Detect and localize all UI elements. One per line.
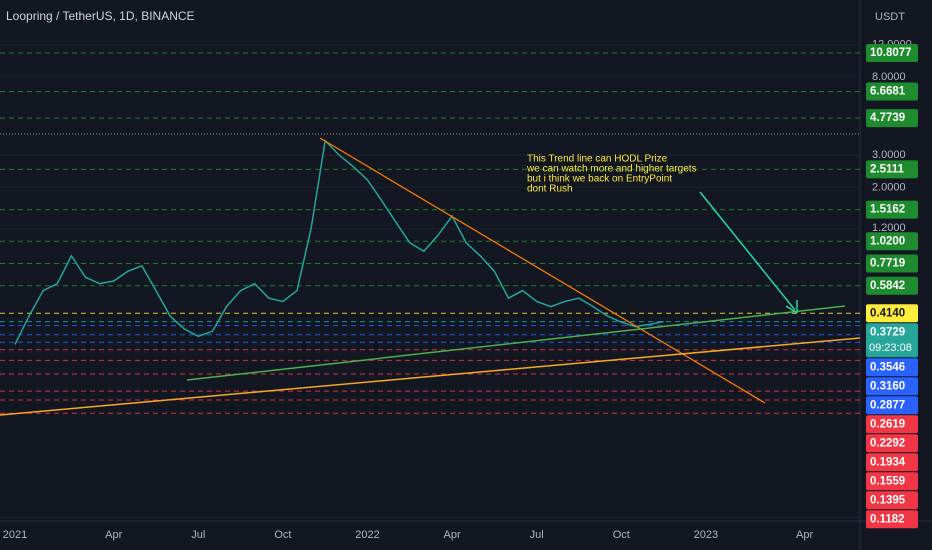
level-label-bg (866, 377, 918, 396)
level-label-bg (866, 415, 918, 434)
level-label-bg (866, 232, 918, 251)
level-label-bg (866, 254, 918, 273)
level-label-bg (866, 434, 918, 453)
price-series (14, 139, 664, 345)
level-label: 0.1395 (870, 494, 906, 506)
level-label: 0.3546 (870, 361, 905, 373)
y-tick-label: 8.0000 (872, 71, 906, 83)
level-label-bg (866, 304, 918, 323)
level-label-bg (866, 491, 918, 510)
level-label-bg (866, 160, 918, 179)
price-line (14, 139, 664, 345)
level-label: 2.5111 (870, 163, 905, 175)
y-tick-label: 3.0000 (872, 149, 906, 161)
x-tick-label: Apr (444, 529, 461, 541)
x-tick-label: Oct (613, 529, 630, 541)
arrow-line (699, 191, 796, 311)
level-label: 0.2619 (870, 418, 905, 430)
x-tick-label: Oct (274, 529, 291, 541)
level-label: 0.1182 (870, 513, 905, 525)
level-label-bg (866, 396, 918, 415)
level-label: 10.8077 (870, 47, 912, 59)
x-tick-label: Jul (530, 529, 544, 541)
trend-line-green (186, 305, 846, 381)
annotation-line: but i think we back on EntryPoint (527, 174, 672, 185)
trend-line-orange (319, 137, 766, 404)
level-label: 0.1559 (870, 475, 905, 487)
level-label-bg (866, 358, 918, 377)
arrow-head (785, 300, 798, 314)
level-label: 6.6681 (870, 86, 906, 98)
level-label: 1.0200 (870, 235, 905, 247)
level-label-bg (866, 472, 918, 491)
level-label: 1.5162 (870, 204, 905, 216)
level-label-bg (866, 82, 918, 101)
level-label-bg (866, 109, 918, 128)
level-label: 0.1934 (870, 456, 906, 468)
symbol-title: Loopring / TetherUS, 1D, BINANCE (6, 9, 195, 23)
currency: USDT (875, 11, 905, 23)
level-label: 0.2877 (870, 399, 905, 411)
y-tick-label: 2.0000 (872, 181, 906, 193)
x-tick-label: Apr (796, 529, 813, 541)
level-label: 0.2292 (870, 437, 905, 449)
annotation-line: we can watch more and higher targets (526, 164, 697, 175)
level-label: 0.7719 (870, 258, 905, 270)
x-tick-label: 2021 (3, 529, 27, 541)
level-label: 0.5842 (870, 280, 905, 292)
level-label-bg (866, 453, 918, 472)
level-label-bg (866, 200, 918, 219)
countdown: 09:23:08 (869, 342, 912, 354)
x-tick-label: 2022 (355, 529, 379, 541)
level-lines (0, 44, 860, 518)
trend-line-yellow (0, 337, 861, 416)
annotation-line: dont Rush (527, 184, 573, 195)
level-label-bg (866, 323, 918, 358)
level-label: 0.4140 (870, 307, 905, 319)
level-label: 0.3729 (870, 326, 905, 338)
x-tick-label: 2023 (694, 529, 718, 541)
level-label-bg (866, 510, 918, 529)
y-tick-label: 1.2000 (872, 222, 906, 234)
level-label-bg (866, 43, 918, 62)
x-tick-label: Apr (105, 529, 122, 541)
annotation-line: This Trend line can HODL Prize (527, 154, 668, 165)
level-label: 0.3160 (870, 380, 905, 392)
level-label-bg (866, 276, 918, 295)
x-tick-label: Jul (191, 529, 205, 541)
axis: 12.00008.00003.00002.00001.20000.0320202… (3, 39, 918, 541)
level-label: 4.7739 (870, 112, 905, 124)
